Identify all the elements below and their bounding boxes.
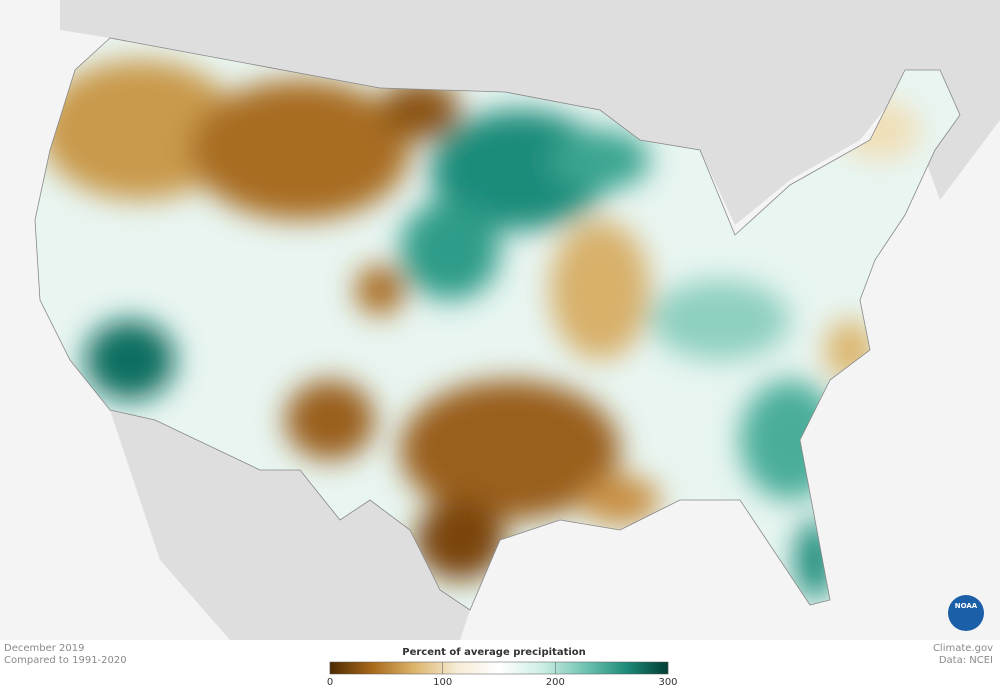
source: Data: NCEI [939,655,993,666]
logo [948,595,984,631]
tick-label: 100 [433,677,452,688]
site: Climate.gov [933,643,993,654]
period: December 2019 [4,643,84,654]
canada [60,0,1000,225]
baseline: Compared to 1991-2020 [4,655,127,666]
logo-text: NOAA [955,602,978,610]
tick-label: 0 [327,677,333,688]
color-bar [329,661,669,675]
mexico [110,410,470,640]
tick-label: 200 [546,677,565,688]
legend-title: Percent of average precipitation [402,647,586,658]
tick-label: 300 [658,677,677,688]
us-outline [34,37,961,611]
